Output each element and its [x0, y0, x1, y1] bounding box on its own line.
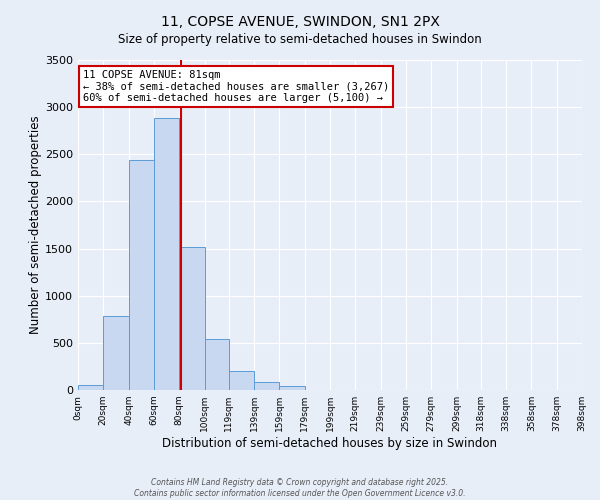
Bar: [103, 316, 128, 390]
X-axis label: Distribution of semi-detached houses by size in Swindon: Distribution of semi-detached houses by …: [163, 437, 497, 450]
Bar: [128, 160, 154, 390]
Text: 11 COPSE AVENUE: 81sqm
← 38% of semi-detached houses are smaller (3,267)
60% of : 11 COPSE AVENUE: 81sqm ← 38% of semi-det…: [83, 70, 389, 103]
Y-axis label: Number of semi-detached properties: Number of semi-detached properties: [29, 116, 42, 334]
Text: Size of property relative to semi-detached houses in Swindon: Size of property relative to semi-detach…: [118, 32, 482, 46]
Text: 11, COPSE AVENUE, SWINDON, SN1 2PX: 11, COPSE AVENUE, SWINDON, SN1 2PX: [161, 15, 439, 29]
Bar: [254, 382, 280, 390]
Bar: [229, 370, 254, 390]
Bar: [179, 246, 205, 390]
Bar: [205, 339, 229, 390]
Bar: [280, 386, 305, 390]
Text: Contains HM Land Registry data © Crown copyright and database right 2025.
Contai: Contains HM Land Registry data © Crown c…: [134, 478, 466, 498]
Bar: [78, 386, 103, 390]
Bar: [154, 118, 179, 390]
